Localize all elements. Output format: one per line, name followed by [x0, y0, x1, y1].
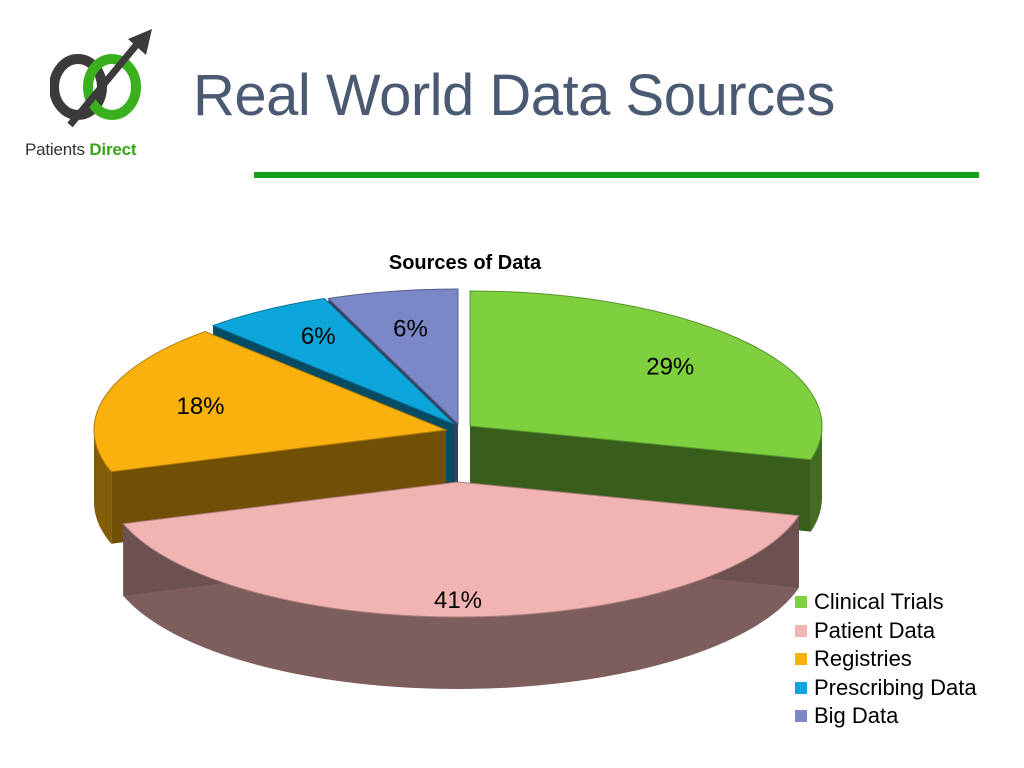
- legend-swatch-registries: [795, 653, 807, 666]
- title-divider: [254, 172, 979, 178]
- legend-item-patient-data: Patient Data: [795, 617, 977, 646]
- data-label-patient-data: 41%: [434, 587, 482, 614]
- chart-legend: Clinical Trials Patient Data Registries Pre…: [795, 588, 977, 731]
- data-label-clinical-trials: 29%: [646, 353, 694, 380]
- pie-slice-top-big-data: [327, 288, 459, 426]
- data-label-prescribing-data: 6%: [301, 323, 336, 350]
- pie-slice-side-clinical-trials: [810, 426, 822, 532]
- logo-text-plain: Patients: [25, 140, 85, 159]
- legend-item-prescribing-data: Prescribing Data: [795, 674, 977, 703]
- logo-mark-icon: [50, 29, 152, 128]
- pie-slice-top-prescribing-data: [211, 297, 455, 425]
- data-label-big-data: 6%: [393, 316, 428, 343]
- slide-title: Real World Data Sources: [193, 63, 835, 128]
- patients-direct-logo: Patients Direct: [20, 25, 170, 165]
- pie-slice-top-registries: [93, 331, 448, 473]
- pie-slice-registries: [93, 331, 448, 544]
- legend-swatch-prescribing-data: [795, 681, 807, 694]
- legend-label-registries: Registries: [814, 646, 912, 672]
- legend-label-patient-data: Patient Data: [814, 617, 936, 643]
- pie-slice-top-clinical-trials: [469, 290, 823, 461]
- pie-slice-patient-data: [122, 481, 800, 689]
- pie-slice-side-patient-data: [123, 515, 799, 689]
- chart-title: Sources of Data: [388, 252, 542, 274]
- legend-item-clinical-trials: Clinical Trials: [795, 588, 977, 617]
- legend-swatch-clinical-trials: [795, 596, 807, 609]
- logo-text-accent: Direct: [89, 140, 137, 159]
- pie-slice-side-registries: [94, 430, 112, 544]
- data-label-registries: 18%: [176, 393, 224, 420]
- legend-swatch-big-data: [795, 710, 807, 723]
- legend-label-big-data: Big Data: [814, 703, 899, 729]
- legend-item-big-data: Big Data: [795, 702, 977, 731]
- legend-item-registries: Registries: [795, 645, 977, 674]
- legend-swatch-patient-data: [795, 624, 807, 637]
- pie-slice-top-patient-data: [122, 481, 800, 618]
- legend-label-clinical-trials: Clinical Trials: [814, 589, 944, 615]
- logo-wordmark: Patients Direct: [25, 140, 137, 160]
- legend-label-prescribing-data: Prescribing Data: [814, 674, 977, 700]
